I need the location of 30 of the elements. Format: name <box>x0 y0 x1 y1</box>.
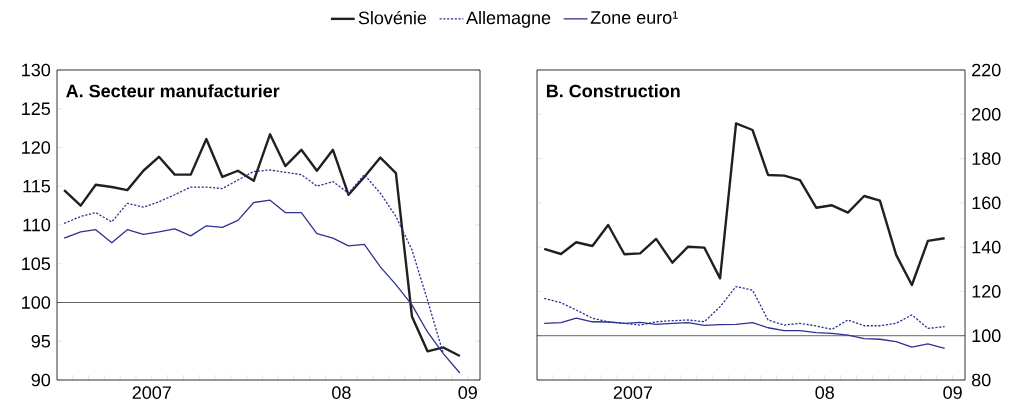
text: A. Secteur manufacturier <box>66 84 280 98</box>
y-tick-label: 115 <box>23 179 51 193</box>
y-tick-label: 120 <box>972 285 1001 298</box>
legend-label: Zone euro¹ <box>590 11 678 24</box>
y-tick-label: 130 <box>22 63 51 77</box>
y-tick-label: 160 <box>972 196 1001 210</box>
y-tick-label: 80 <box>971 373 991 387</box>
x-tick-label: 08 <box>815 386 834 399</box>
y-tick-label: 110 <box>23 218 51 232</box>
y-tick-label: 180 <box>972 152 1001 165</box>
y-tick-label: 100 <box>22 296 51 309</box>
text: B. Construction <box>546 84 680 98</box>
x-tick-label: 08 <box>332 386 351 399</box>
y-tick-label: 95 <box>31 334 51 348</box>
legend-label: Slovénie <box>358 10 427 25</box>
x-tick-label: 2007 <box>132 386 171 399</box>
line-series <box>62 133 462 358</box>
y-tick-label: 200 <box>972 107 1001 121</box>
line-series <box>543 122 946 287</box>
y-tick-label: 120 <box>22 141 51 154</box>
x-tick-label: 09 <box>943 386 962 399</box>
y-tick-label: 125 <box>22 102 51 116</box>
legend-label: Allemagne <box>466 10 551 28</box>
y-tick-label: 100 <box>972 329 1001 343</box>
x-tick-label: 09 <box>458 386 477 399</box>
y-tick-label: 140 <box>972 240 1001 254</box>
y-tick-label: 105 <box>22 257 51 271</box>
y-tick-label: 90 <box>31 373 51 387</box>
y-tick-label: 220 <box>972 63 1001 77</box>
x-tick-label: 2007 <box>613 386 653 399</box>
